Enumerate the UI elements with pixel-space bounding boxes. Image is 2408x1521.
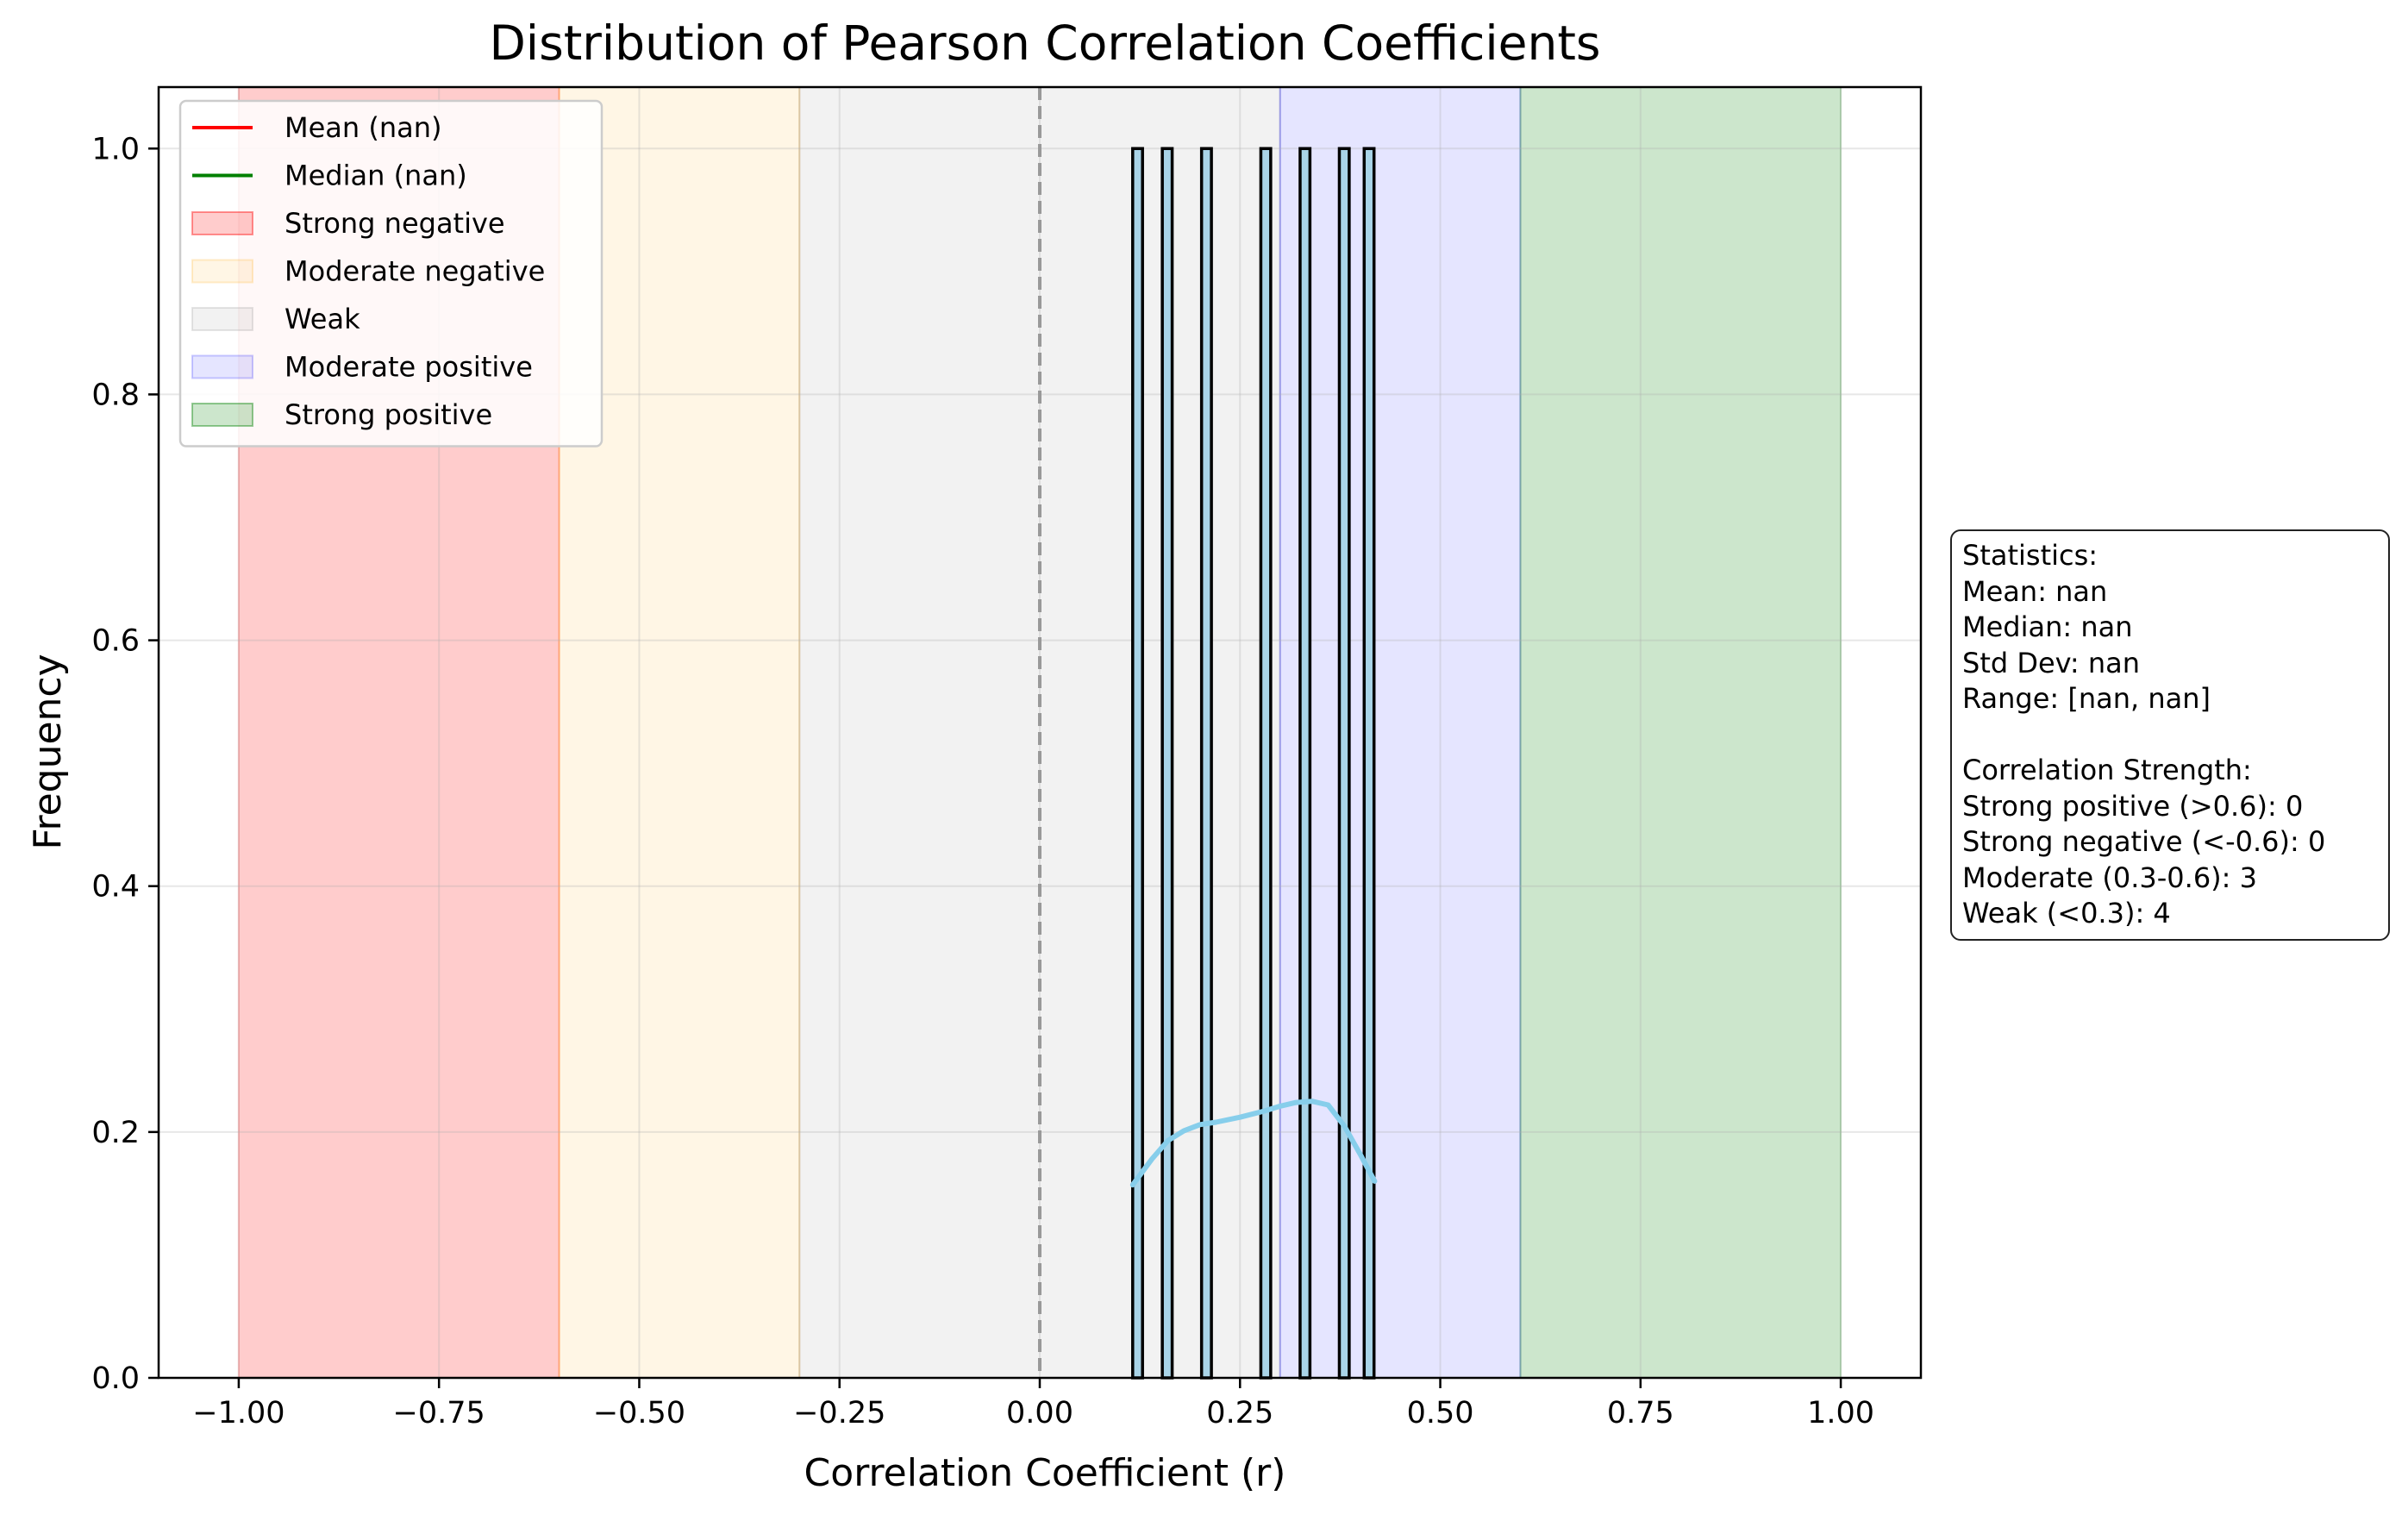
x-tick-label: −1.00 xyxy=(192,1396,285,1430)
legend-label-strong-positive: Strong positive xyxy=(285,398,492,431)
y-tick-label: 0.8 xyxy=(91,378,140,412)
x-axis-label: Correlation Coefficient (r) xyxy=(804,1451,1286,1495)
y-tick-label: 0.2 xyxy=(91,1116,140,1150)
stats-line: Std Dev: nan xyxy=(1962,646,2140,679)
stats-line: Correlation Strength: xyxy=(1962,754,2252,786)
legend-swatch-strong-positive xyxy=(191,403,253,427)
stats-line: Strong negative (<-0.6): 0 xyxy=(1962,825,2326,858)
x-tick-label: 1.00 xyxy=(1807,1396,1874,1430)
legend: Mean (nan) Median (nan) Strong negative Mod… xyxy=(178,99,604,448)
y-tick-label: 0.0 xyxy=(91,1361,140,1396)
chart-title: Distribution of Pearson Correlation Coef… xyxy=(489,16,1600,71)
histogram-bar xyxy=(1362,147,1376,1380)
legend-frame xyxy=(178,99,604,448)
histogram-bar xyxy=(1259,147,1273,1380)
histogram-bar xyxy=(1298,147,1312,1380)
legend-label-weak: Weak xyxy=(285,303,360,335)
stats-line xyxy=(1962,717,2378,754)
stats-line: Mean: nan xyxy=(1962,574,2108,608)
legend-swatch-strong-negative xyxy=(191,211,253,235)
legend-swatch-moderate-positive xyxy=(191,354,253,379)
y-axis-label: Frequency xyxy=(26,654,70,849)
x-tick-label: −0.50 xyxy=(593,1396,685,1430)
y-tick-label: 0.4 xyxy=(91,870,140,904)
x-tick-label: 0.00 xyxy=(1006,1396,1073,1430)
stats-line: Median: nan xyxy=(1962,610,2133,643)
y-tick-label: 0.6 xyxy=(91,624,140,659)
region-strong-positive xyxy=(1519,86,1842,1379)
x-tick-label: 0.25 xyxy=(1206,1396,1273,1430)
kde-curve-layer xyxy=(1129,1098,1378,1188)
x-tick-label: −0.25 xyxy=(793,1396,885,1430)
statistics-box: Statistics: Mean: nan Median: nan Std Dev: … xyxy=(1950,529,2390,941)
histogram-bar xyxy=(1199,147,1213,1380)
x-tick-label: 0.75 xyxy=(1607,1396,1674,1430)
legend-label-moderate-negative: Moderate negative xyxy=(285,255,545,288)
histogram-bar xyxy=(1337,147,1351,1380)
histogram-bar xyxy=(1160,147,1174,1380)
x-tick-label: −0.75 xyxy=(393,1396,485,1430)
stats-line: Range: [nan, nan] xyxy=(1962,682,2211,715)
x-tick-label: 0.50 xyxy=(1407,1396,1474,1430)
histogram-bar xyxy=(1131,147,1144,1380)
legend-swatch-weak xyxy=(191,307,253,331)
stats-line: Moderate (0.3-0.6): 3 xyxy=(1962,861,2257,894)
region-moderate-positive xyxy=(1279,86,1522,1379)
legend-label-mean-nan: Mean (nan) xyxy=(285,111,442,144)
legend-swatch-moderate-negative xyxy=(191,259,253,284)
legend-label-moderate-positive: Moderate positive xyxy=(285,351,533,384)
legend-label-median-nan: Median (nan) xyxy=(285,160,467,192)
legend-label-strong-negative: Strong negative xyxy=(285,207,505,240)
stats-line: Statistics: xyxy=(1962,539,2098,572)
tick-labels: −1.00 −0.75 −0.50 −0.25 0.00 0.25 0.50 0.75 1.00… xyxy=(91,132,1874,1430)
kde-curve xyxy=(1129,1098,1378,1188)
y-tick-label: 1.0 xyxy=(91,132,140,166)
stats-line: Weak (<0.3): 4 xyxy=(1962,897,2171,930)
stats-line: Strong positive (>0.6): 0 xyxy=(1962,789,2304,823)
